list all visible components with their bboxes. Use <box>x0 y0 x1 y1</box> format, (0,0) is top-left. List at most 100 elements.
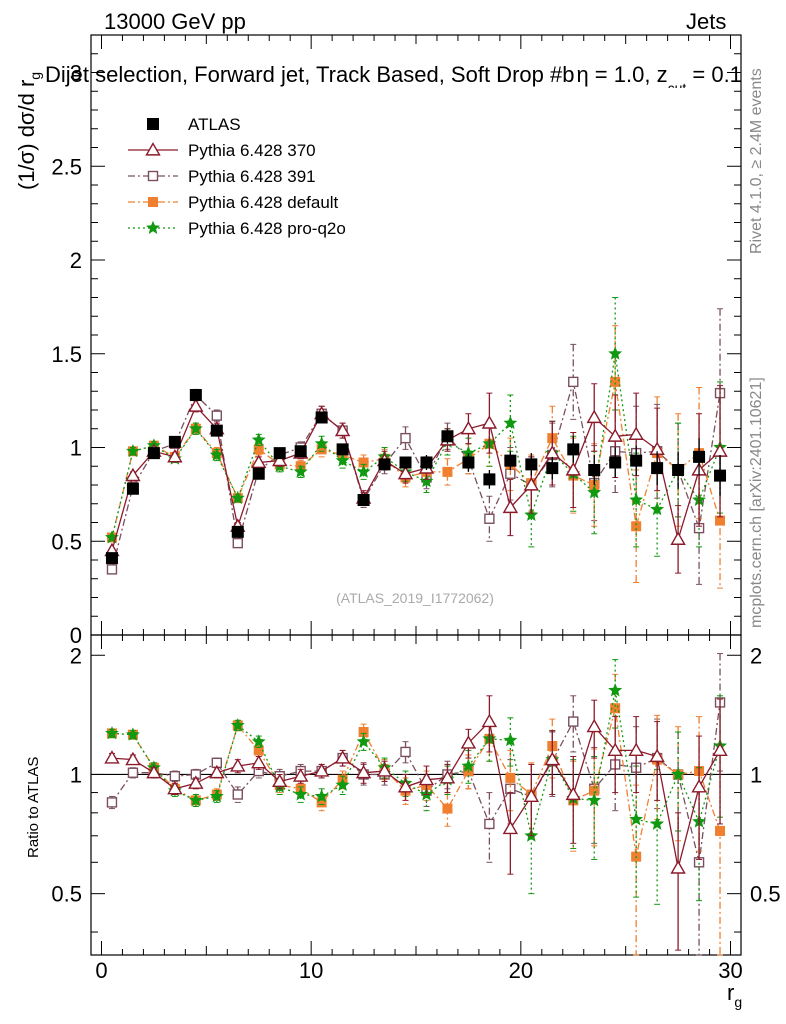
main-axes: 0 0.5 1 1.5 2 2.5 3 <box>51 34 741 648</box>
legend-marker <box>147 118 159 130</box>
ratio-point <box>523 788 540 803</box>
main-series-pythia-6-428-391 <box>106 308 726 585</box>
ratio-point <box>335 777 350 792</box>
ratio-point <box>587 793 602 807</box>
main-point <box>460 420 477 435</box>
main-point <box>630 454 643 467</box>
main-point <box>188 398 204 412</box>
main-point <box>147 447 160 460</box>
main-point <box>651 462 664 475</box>
ratio-point <box>355 764 372 779</box>
y-tick-label: 2 <box>70 248 82 273</box>
ratio-line-pythia-6-428-default <box>111 708 721 857</box>
main-point <box>607 428 623 442</box>
ratio-point <box>610 703 621 714</box>
y-tick-label: 1 <box>70 762 82 787</box>
ratio-point <box>334 750 351 764</box>
main-point <box>609 456 622 469</box>
main-point <box>211 410 223 421</box>
main-point <box>314 436 329 450</box>
y-tick-label-right: 1 <box>750 762 762 787</box>
ratio-point <box>568 716 579 727</box>
main-point <box>629 492 644 506</box>
ratio-line-pythia-6-428-pro-q2o <box>111 690 721 836</box>
main-series-pythia-6-428-370 <box>104 383 728 574</box>
ratio-point <box>356 734 371 748</box>
ratio-point <box>505 772 516 783</box>
ratio-point <box>292 768 309 782</box>
plot-title-cut: cut <box>667 80 687 88</box>
ratio-point <box>188 793 203 807</box>
main-line-pythia-6-428-pro-q2o <box>111 353 721 538</box>
ratio-point <box>127 767 139 778</box>
main-point <box>419 474 434 488</box>
x-tick-label: 10 <box>299 958 323 983</box>
main-point <box>167 448 183 463</box>
main-point <box>587 485 602 499</box>
main-point <box>400 432 411 444</box>
main-series-group <box>104 297 728 589</box>
main-point <box>126 482 139 495</box>
main-point <box>715 515 726 526</box>
ratio-point <box>397 779 414 793</box>
ratio-point <box>188 775 204 789</box>
main-point <box>588 464 601 476</box>
main-point <box>504 454 517 467</box>
main-point <box>335 453 350 467</box>
ratio-point <box>251 734 266 748</box>
plot-title-main: Dijet selection, Forward jet, Track Base… <box>45 62 575 87</box>
y-axis-label-sub: g <box>27 72 43 80</box>
main-point <box>442 466 453 477</box>
ratio-point <box>105 726 119 740</box>
ratio-line-pythia-6-428-370 <box>111 720 721 869</box>
legend-label: Pythia 6.428 default <box>188 193 339 212</box>
category-label: Jets <box>686 9 727 34</box>
main-point <box>334 422 351 437</box>
legend-marker <box>148 197 158 207</box>
legend-label: Pythia 6.428 pro-q2o <box>188 219 346 238</box>
main-point <box>502 499 519 514</box>
main-point <box>357 494 370 506</box>
ratio-point <box>565 786 581 801</box>
main-point <box>484 513 495 524</box>
ratio-point <box>649 748 665 763</box>
main-point <box>546 462 559 475</box>
ratio-point <box>484 818 495 830</box>
main-point <box>631 521 642 532</box>
plot-title-eta: η = 1.0, z <box>576 62 668 87</box>
main-point <box>273 447 286 460</box>
main-point <box>483 473 496 486</box>
ratio-point <box>251 754 267 769</box>
main-point <box>565 462 581 476</box>
ratio-point <box>607 742 623 756</box>
ratio-point <box>146 764 162 779</box>
x-axis-label-main: r <box>727 980 734 1005</box>
main-point <box>672 464 685 476</box>
main-point <box>231 525 244 538</box>
main-line-pythia-6-428-default <box>111 381 721 538</box>
ratio-point <box>544 751 560 766</box>
main-point <box>420 456 433 469</box>
main-point <box>481 415 498 429</box>
main-point <box>105 552 118 565</box>
ratio-point <box>628 742 644 756</box>
main-point <box>251 454 267 469</box>
main-point <box>714 469 727 482</box>
main-point <box>378 458 391 471</box>
legend-item-pythia-6-428-pro-q2o: Pythia 6.428 pro-q2o <box>128 219 346 238</box>
main-point <box>294 445 307 458</box>
energy-label: 13000 GeV pp <box>104 9 246 34</box>
ratio-point <box>439 770 456 784</box>
main-point <box>189 389 202 401</box>
main-point <box>650 502 665 516</box>
main-point <box>232 537 243 549</box>
ratio-point <box>169 770 181 782</box>
main-point <box>399 456 412 469</box>
legend-item-pythia-6-428-default: Pythia 6.428 default <box>128 193 339 212</box>
analysis-tag: (ATLAS_2019_I1772062) <box>336 590 494 606</box>
legend-item-pythia-6-428-370: Pythia 6.428 370 <box>128 141 316 160</box>
main-point <box>272 452 288 467</box>
ratio-point <box>167 780 183 795</box>
legend-item-pythia-6-428-391: Pythia 6.428 391 <box>128 167 316 186</box>
